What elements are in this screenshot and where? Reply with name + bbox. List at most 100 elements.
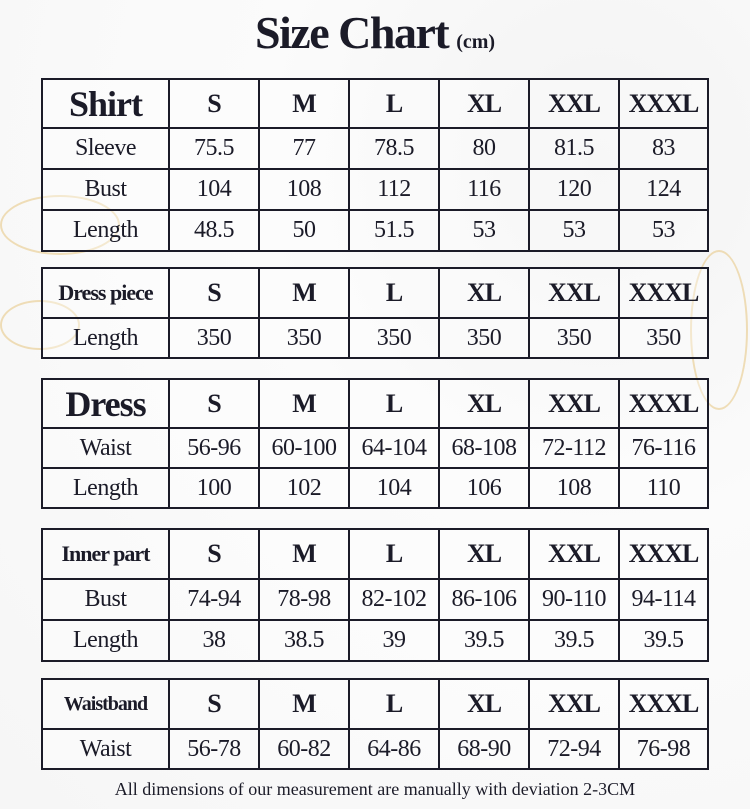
table-header-row: Inner part S M L XL XXL XXXL (41, 528, 709, 580)
table-header-row: Dress S M L XL XXL XXXL (41, 378, 709, 429)
size-header: L (348, 378, 440, 429)
measurement-value-text: 56-96 (187, 434, 241, 461)
measurement-value-text: 350 (466, 324, 502, 351)
measurement-value: 39.5 (528, 619, 620, 662)
title-unit: (cm) (456, 31, 496, 53)
size-table-dress-piece: Dress piece S M L XL XXL XXXL Length 350 350 350 35… (41, 267, 709, 359)
measurement-value-text: 104 (376, 474, 412, 501)
measurement-label-text: Waist (79, 434, 132, 461)
measurement-value-text: 72-94 (547, 735, 601, 762)
measurement-value: 76-116 (618, 427, 709, 469)
table-row: Bust 74-94 78-98 82-102 86-106 90-110 94-114 (41, 578, 709, 621)
measurement-value: 64-86 (348, 728, 440, 770)
size-header: M (258, 78, 350, 129)
size-header: S (168, 678, 260, 730)
size-table-inner-part: Inner part S M L XL XXL XXXL Bust 74-94 78-98 82-1… (41, 528, 709, 662)
measurement-value-text: 38 (202, 627, 227, 653)
size-header-text: L (385, 88, 403, 118)
measurement-value-text: 53 (652, 217, 676, 243)
measurement-value: 38.5 (258, 619, 350, 662)
measurement-value: 74-94 (168, 578, 260, 621)
size-header-text: XL (466, 539, 502, 568)
measurement-value-text: 80 (472, 135, 497, 161)
size-header-text: L (385, 388, 403, 418)
size-header: XL (438, 528, 530, 580)
measurement-label: Length (41, 619, 170, 662)
category-label-text: Shirt (68, 83, 143, 124)
size-header: S (168, 378, 260, 429)
measurement-value: 90-110 (528, 578, 620, 621)
table-header-row: Dress piece S M L XL XXL XXXL (41, 267, 709, 319)
measurement-value: 108 (528, 467, 620, 509)
size-header-text: XL (466, 689, 502, 718)
measurement-value: 86-106 (438, 578, 530, 621)
measurement-value: 56-96 (168, 427, 260, 469)
measurement-value-text: 72-112 (541, 434, 607, 461)
size-header: XXL (528, 378, 620, 429)
measurement-value-text: 39.5 (643, 627, 685, 653)
size-header: XXXL (618, 678, 709, 730)
measurement-value: 78-98 (258, 578, 350, 621)
measurement-label: Sleeve (41, 127, 170, 170)
size-header-text: M (292, 689, 317, 718)
measurement-value-text: 75.5 (194, 135, 235, 161)
category-label: Dress piece (41, 267, 170, 319)
size-header: XL (438, 378, 530, 429)
measurement-value: 350 (618, 317, 709, 359)
size-header: XL (438, 78, 530, 129)
measurement-value: 120 (528, 168, 620, 211)
measurement-value: 104 (168, 168, 260, 211)
measurement-value: 112 (348, 168, 440, 211)
size-table-shirt: Shirt S M L XL XXL XXXL Sleeve 75.5 77 78.5 80 81.5 8… (41, 78, 709, 252)
size-header-text: S (207, 689, 222, 718)
measurement-label: Bust (41, 578, 170, 621)
measurement-value-text: 106 (466, 474, 502, 501)
measurement-label: Waist (41, 427, 170, 469)
size-header-text: XL (466, 278, 502, 307)
measurement-label-text: Waist (79, 735, 132, 762)
table-row: Length 100 102 104 106 108 110 (41, 467, 709, 509)
measurement-value-text: 86-106 (451, 586, 518, 612)
size-header-text: M (292, 278, 317, 307)
category-label-text: Waistband (63, 692, 148, 715)
measurement-value-text: 350 (196, 324, 232, 351)
measurement-value: 116 (438, 168, 530, 211)
measurement-value-text: 83 (652, 135, 676, 161)
measurement-value: 76-98 (618, 728, 709, 770)
size-header: XXL (528, 267, 620, 319)
measurement-value: 39 (348, 619, 440, 662)
measurement-value: 51.5 (348, 209, 440, 252)
size-header: L (348, 267, 440, 319)
footer-text: All dimensions of our measurement are ma… (114, 779, 636, 799)
measurement-value-text: 51.5 (374, 217, 415, 243)
measurement-label: Length (41, 209, 170, 252)
measurement-value: 94-114 (618, 578, 709, 621)
category-label-text: Dress (65, 383, 146, 424)
measurement-value: 100 (168, 467, 260, 509)
measurement-label-text: Sleeve (75, 135, 136, 161)
size-header-text: L (385, 278, 403, 307)
size-header-text: S (207, 278, 222, 307)
size-header-text: L (385, 539, 403, 568)
measurement-label: Length (41, 467, 170, 509)
size-header: M (258, 267, 350, 319)
category-label: Shirt (41, 78, 170, 129)
measurement-value-text: 112 (377, 176, 411, 202)
measurement-value: 48.5 (168, 209, 260, 252)
measurement-value-text: 350 (646, 324, 681, 351)
measurement-value-text: 68-90 (457, 735, 511, 762)
measurement-value-text: 116 (467, 176, 501, 202)
size-header-text: XXL (548, 388, 601, 418)
measurement-value: 350 (348, 317, 440, 359)
measurement-value-text: 108 (556, 474, 592, 501)
size-header: XXL (528, 78, 620, 129)
measurement-value: 80 (438, 127, 530, 170)
measurement-value: 53 (528, 209, 620, 252)
measurement-value-text: 68-108 (451, 434, 518, 461)
size-header: M (258, 528, 350, 580)
size-header: S (168, 267, 260, 319)
measurement-label: Bust (41, 168, 170, 211)
measurement-value-text: 76-116 (631, 434, 696, 461)
measurement-value: 68-108 (438, 427, 530, 469)
measurement-label-text: Bust (84, 586, 127, 612)
